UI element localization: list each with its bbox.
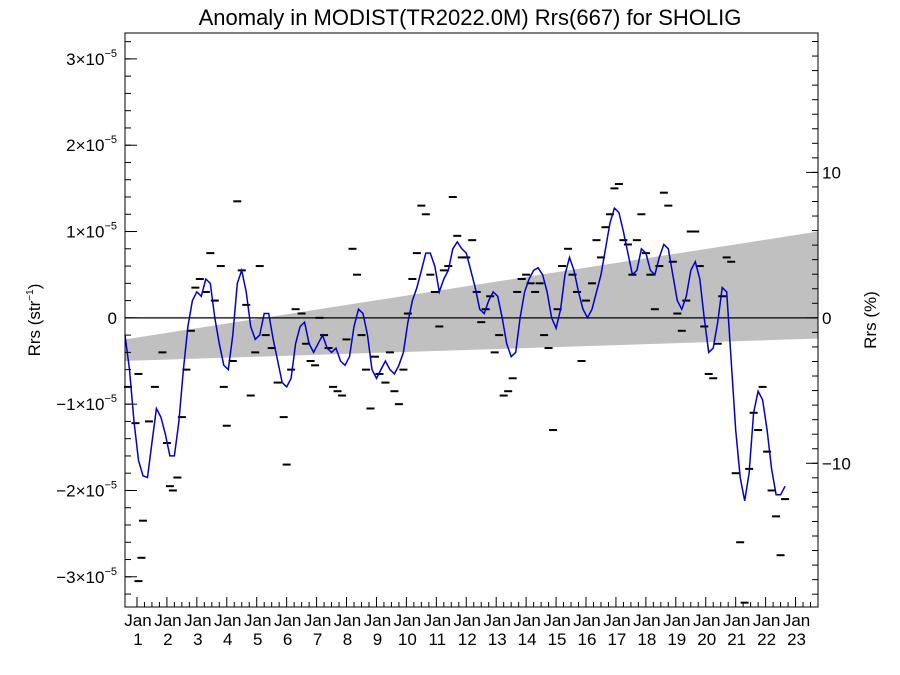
x-tick-label-year: 17 <box>607 630 626 649</box>
y-right-tick-label: 0 <box>822 309 831 328</box>
x-tick-label-month: Jan <box>603 611 630 630</box>
x-tick-label-month: Jan <box>394 611 421 630</box>
smoothed-series <box>124 206 786 501</box>
x-tick-label-year: 23 <box>787 630 806 649</box>
x-tick-label-year: 20 <box>697 630 716 649</box>
x-tick-label-year: 7 <box>313 630 322 649</box>
x-tick-label-month: Jan <box>723 611 750 630</box>
x-tick-label-year: 3 <box>193 630 202 649</box>
x-tick-label-month: Jan <box>154 611 181 630</box>
x-tick-label-year: 19 <box>667 630 686 649</box>
x-tick-label-month: Jan <box>573 611 600 630</box>
y-tick-label: 0 <box>108 309 117 328</box>
trend-band-area <box>125 231 818 361</box>
x-tick-label-year: 10 <box>398 630 417 649</box>
x-tick-label-year: 4 <box>223 630 232 649</box>
x-tick-label-month: Jan <box>184 611 211 630</box>
x-tick-label-year: 14 <box>518 630 537 649</box>
x-tick-label-year: 6 <box>283 630 292 649</box>
x-tick-label-month: Jan <box>783 611 810 630</box>
x-tick-label-month: Jan <box>513 611 540 630</box>
trend-band <box>125 231 818 361</box>
x-tick-label-year: 15 <box>548 630 567 649</box>
x-tick-label-year: 16 <box>578 630 597 649</box>
smoothed-line <box>124 206 786 501</box>
y-tick-label: −2×10−5 <box>56 479 117 500</box>
chart-title: Anomaly in MODIST(TR2022.0M) Rrs(667) fo… <box>199 5 742 30</box>
x-tick-label-month: Jan <box>364 611 391 630</box>
x-tick-label-month: Jan <box>543 611 570 630</box>
x-tick-label-year: 13 <box>488 630 507 649</box>
y-axis-left-title: Rrs (str−1) <box>25 284 44 357</box>
x-tick-label-year: 9 <box>373 630 382 649</box>
x-tick-label-year: 22 <box>757 630 776 649</box>
y-tick-label: −1×10−5 <box>56 393 117 414</box>
y-tick-label: 3×10−5 <box>66 48 117 69</box>
y-axis-right-ticks: 10 0 −10 <box>806 41 851 595</box>
x-tick-label-month: Jan <box>244 611 271 630</box>
y-right-tick-label: −10 <box>822 454 851 473</box>
x-tick-label-month: Jan <box>753 611 780 630</box>
y-right-tick-label: 10 <box>822 163 841 182</box>
x-tick-label-month: Jan <box>334 611 361 630</box>
x-tick-label-year: 21 <box>727 630 746 649</box>
x-tick-label-month: Jan <box>274 611 301 630</box>
y-axis-right-title: Rrs (%) <box>861 291 880 349</box>
x-tick-label-month: Jan <box>214 611 241 630</box>
x-tick-label-year: 8 <box>343 630 352 649</box>
x-tick-label-month: Jan <box>454 611 481 630</box>
plot-border <box>124 32 819 608</box>
x-tick-label-year: 12 <box>458 630 477 649</box>
x-tick-label-month: Jan <box>483 611 510 630</box>
x-tick-label-year: 1 <box>133 630 142 649</box>
x-tick-label-year: 18 <box>637 630 656 649</box>
y-tick-label: 2×10−5 <box>66 134 117 155</box>
x-tick-label-year: 11 <box>428 630 446 649</box>
x-tick-label-month: Jan <box>304 611 331 630</box>
x-tick-label-month: Jan <box>124 611 151 630</box>
x-tick-label-month: Jan <box>424 611 451 630</box>
y-axis-left-ticks: 3×10−5 2×10−5 1×10−5 0 −1×10−5 −2×10−5 −3×10−5 <box>56 41 137 595</box>
x-tick-label-month: Jan <box>663 611 690 630</box>
x-tick-label-month: Jan <box>633 611 660 630</box>
data-markers <box>123 183 790 604</box>
x-tick-label-year: 5 <box>253 630 262 649</box>
x-tick-label-year: 2 <box>163 630 172 649</box>
y-tick-label: 1×10−5 <box>66 221 117 242</box>
x-axis-ticks: Jan1Jan2Jan3Jan4Jan5Jan6Jan7Jan8Jan9Jan1… <box>124 597 812 649</box>
x-tick-label-month: Jan <box>693 611 720 630</box>
y-tick-label: −3×10−5 <box>56 566 117 587</box>
plot-frame <box>124 32 819 608</box>
